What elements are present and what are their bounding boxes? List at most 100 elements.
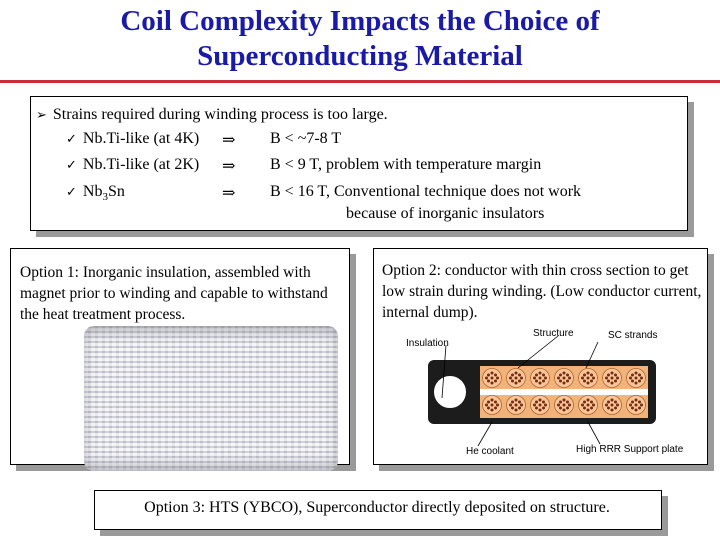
strand-filament <box>607 379 610 383</box>
strain-material-subscript: 3 <box>102 191 108 204</box>
strand-filament <box>494 400 497 404</box>
strand-filament <box>583 373 586 377</box>
strand-filament <box>586 398 590 402</box>
strand-filament <box>614 379 617 383</box>
strain-row-1: ✓ Nb.Ti-like (at 4K) <box>66 130 199 148</box>
strain-material-tail: Sn <box>107 183 125 200</box>
sc-strands-label: SC strands <box>608 330 658 341</box>
strand-filament <box>614 406 617 410</box>
strand-filament <box>487 379 490 383</box>
strand-filament <box>634 403 638 407</box>
strand-filament <box>514 376 518 380</box>
strand-filament <box>640 376 643 380</box>
strand-filament <box>566 406 569 410</box>
strand-filament <box>616 376 619 380</box>
strains-box <box>30 96 688 231</box>
strand-filament <box>538 403 542 407</box>
support-leader-line <box>587 421 601 445</box>
strand-filament <box>592 376 595 380</box>
strand-filament <box>511 373 514 377</box>
strains-heading-line: ➢ Strains required during winding process… <box>36 106 388 124</box>
strand-filament <box>590 373 593 377</box>
strand-filament <box>514 408 518 412</box>
strand-filament <box>610 381 614 385</box>
arrow-bullet-icon: ➢ <box>36 108 47 123</box>
option3-box <box>94 490 662 530</box>
strand-filament <box>634 371 638 375</box>
strand-filament <box>538 398 542 402</box>
strand-filament <box>605 376 608 380</box>
strand-filament <box>586 381 590 385</box>
strand-filament <box>638 400 641 404</box>
strand-filament <box>538 408 542 412</box>
option1-text: Option 1: Inorganic insulation, assemble… <box>20 264 328 323</box>
strand-filament <box>487 406 490 410</box>
strand-filament <box>535 379 538 383</box>
strand-filament <box>614 373 617 377</box>
strand-filament <box>490 408 494 412</box>
strands-leader-line <box>585 341 599 369</box>
implies-symbol: ⇒ <box>222 185 236 202</box>
strain-material: Nb.Ti-like (at 4K) <box>82 130 200 147</box>
strand-filament <box>542 400 545 404</box>
strand-filament <box>634 381 638 385</box>
sc-strands-group <box>482 368 646 415</box>
strand-filament <box>590 406 593 410</box>
strand-filament <box>514 398 518 402</box>
strand-filament <box>631 379 634 383</box>
option3-text: Option 3: HTS (YBCO), Superconductor dir… <box>144 499 610 516</box>
strand-filament <box>605 403 608 407</box>
strand-filament <box>631 373 634 377</box>
strand-filament <box>518 400 521 404</box>
strain-condition: B < 16 T, Conventional technique does no… <box>270 183 582 200</box>
strand-filament <box>586 403 590 407</box>
implies-symbol: ⇒ <box>222 132 236 149</box>
strand-filament <box>631 400 634 404</box>
strain-condition: B < 9 T, problem with temperature margin <box>270 156 542 173</box>
strand-filament <box>638 373 641 377</box>
strand-filament <box>535 400 538 404</box>
strand-filament <box>490 398 494 402</box>
he-coolant-label: He coolant <box>466 446 514 457</box>
strand-filament <box>557 403 560 407</box>
strand-filament <box>494 379 497 383</box>
strand-filament <box>542 406 545 410</box>
woven-insulation-shading <box>84 326 338 471</box>
strand-filament <box>538 376 542 380</box>
strand-filament <box>511 379 514 383</box>
strand-filament <box>496 403 499 407</box>
option2-text: Option 2: conductor with thin cross sect… <box>382 262 702 321</box>
strand-filament <box>535 373 538 377</box>
strand-filament <box>511 406 514 410</box>
strand-filament <box>638 379 641 383</box>
strand-filament <box>566 400 569 404</box>
strand-filament <box>520 403 523 407</box>
strand-filament <box>490 403 494 407</box>
strand-filament <box>566 379 569 383</box>
strain-row-2: ✓ Nb.Ti-like (at 2K) <box>66 156 199 174</box>
strand-filament <box>592 403 595 407</box>
strand-filament <box>607 406 610 410</box>
strand-filament <box>514 381 518 385</box>
strand-filament <box>610 398 614 402</box>
strand-filament <box>566 373 569 377</box>
strand-filament <box>487 400 490 404</box>
strand-filament <box>511 400 514 404</box>
insulation-leader-line <box>441 344 447 399</box>
strand-filament <box>568 376 571 380</box>
strand-filament <box>610 376 614 380</box>
slide-title: Coil Complexity Impacts the Choice of Su… <box>0 4 720 74</box>
strain-material-base: Nb <box>82 183 103 200</box>
strand-filament <box>494 373 497 377</box>
strand-filament <box>590 379 593 383</box>
title-underline <box>0 80 720 83</box>
strand-filament <box>638 406 641 410</box>
title-line-1: Coil Complexity Impacts the Choice of <box>120 5 600 37</box>
strand-filament <box>610 371 614 375</box>
strand-filament <box>607 400 610 404</box>
woven-insulation-photo <box>84 326 338 471</box>
strand-filament <box>490 371 494 375</box>
strand-filament <box>631 406 634 410</box>
strand-filament <box>559 379 562 383</box>
strand-filament <box>538 381 542 385</box>
